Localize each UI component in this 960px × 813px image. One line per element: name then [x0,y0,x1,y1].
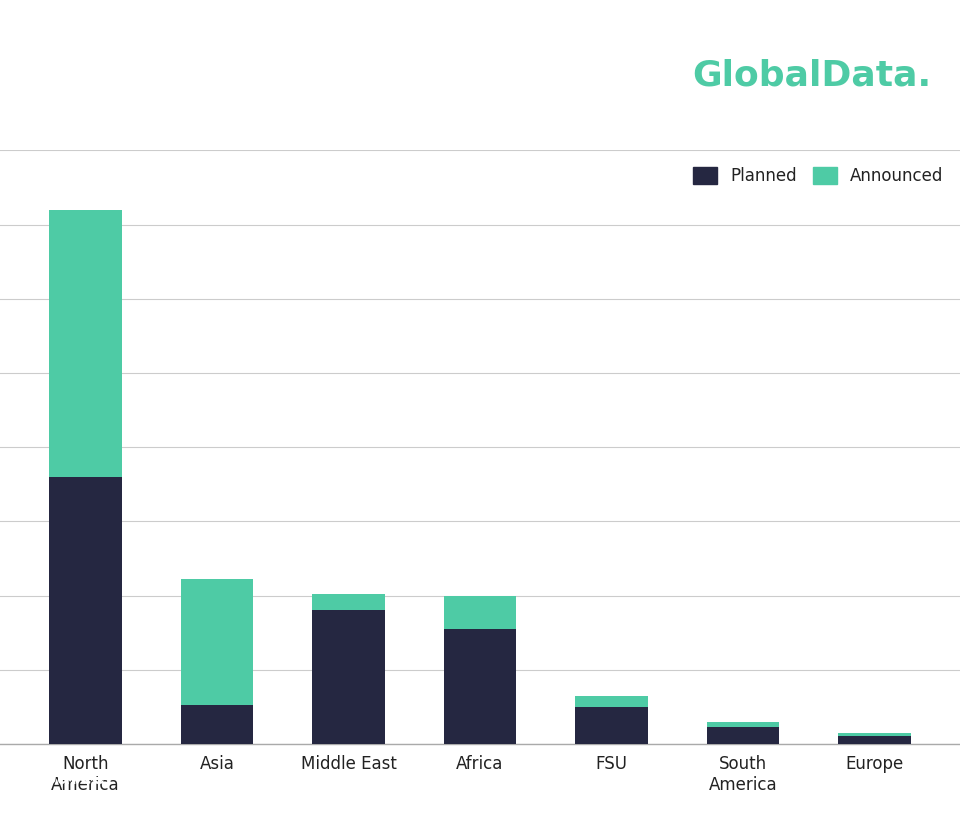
Text: Source:  GlobalData Oil & Gas Intelligence Center: Source: GlobalData Oil & Gas Intelligenc… [29,769,573,788]
Bar [180,705,253,744]
Bar [49,210,122,476]
Bar [575,706,648,744]
Bar [838,737,911,744]
Bar [312,611,385,744]
Text: New-build crude oil trunk/trans-
mission pipeline length additions
(km) by regio: New-build crude oil trunk/trans- mission… [29,37,395,108]
Bar [49,476,122,744]
Legend: Planned, Announced: Planned, Announced [685,159,951,193]
Bar [707,722,780,727]
Bar [312,593,385,611]
Bar [838,733,911,737]
Bar [180,579,253,705]
Bar [707,727,780,744]
Bar [444,629,516,744]
Text: GlobalData.: GlobalData. [692,59,931,92]
Bar [575,696,648,706]
Bar [444,595,516,629]
